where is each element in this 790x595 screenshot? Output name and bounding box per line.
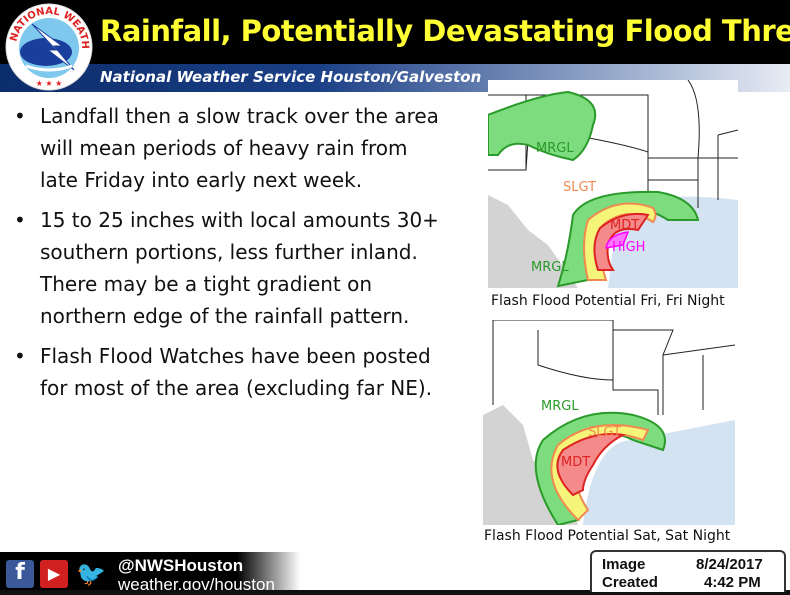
label-mrgl: MRGL	[541, 399, 579, 414]
bullet-item: • Landfall then a slow track over the are…	[14, 104, 439, 192]
slide-subtitle: National Weather Service Houston/Galvest…	[100, 68, 482, 86]
header-bar: Rainfall, Potentially Devastating Flood …	[0, 0, 790, 64]
label-mrgl: MRGL	[531, 260, 569, 275]
youtube-icon[interactable]: ▶	[40, 560, 68, 588]
flood-map-fri: MRGL SLGT MDT HIGH MRGL	[488, 80, 738, 288]
label-mrgl: MRGL	[536, 141, 574, 156]
bullet-list: • Landfall then a slow track over the are…	[8, 100, 448, 412]
mexico-region	[488, 195, 578, 288]
flood-map-sat: MRGL SLGT MDT	[483, 320, 735, 525]
label-slgt: SLGT	[588, 425, 621, 440]
label-slgt: SLGT	[563, 180, 596, 195]
nws-logo-icon: NATIONAL WEATHER ★ ★ ★	[4, 2, 93, 91]
created-label: Created	[602, 574, 658, 591]
twitter-icon[interactable]: 🐦	[76, 560, 106, 588]
label-mdt: MDT	[610, 218, 639, 233]
mrgl-area-north	[488, 90, 597, 162]
mdt-area	[556, 433, 627, 497]
map-caption: Flash Flood Potential Sat, Sat Night	[484, 528, 731, 544]
bullet-item: • 15 to 25 inches with local amounts 30+ …	[14, 208, 439, 328]
gulf-water	[583, 420, 735, 525]
label-high: HIGH	[612, 240, 645, 255]
created-date: 8/24/2017	[696, 556, 763, 573]
high-area	[605, 231, 630, 249]
bullet-item: • Flash Flood Watches have been posted fo…	[14, 344, 433, 400]
created-time: 4:42 PM	[704, 574, 761, 591]
website-link[interactable]: weather.gov/houston	[118, 575, 275, 594]
image-created-box: Image Created 8/24/2017 4:42 PM	[590, 550, 786, 592]
svg-text:★ ★ ★: ★ ★ ★	[36, 79, 63, 88]
subtitle-bar: National Weather Service Houston/Galvest…	[0, 64, 790, 92]
label-mdt: MDT	[561, 455, 590, 470]
image-label: Image	[602, 556, 646, 573]
mdt-area	[593, 212, 650, 271]
facebook-icon[interactable]: f	[6, 560, 34, 588]
map-caption: Flash Flood Potential Fri, Fri Night	[491, 293, 725, 309]
slide-title: Rainfall, Potentially Devastating Flood …	[100, 14, 790, 48]
twitter-handle[interactable]: @NWSHouston	[118, 556, 244, 575]
footer-edge	[0, 590, 790, 595]
